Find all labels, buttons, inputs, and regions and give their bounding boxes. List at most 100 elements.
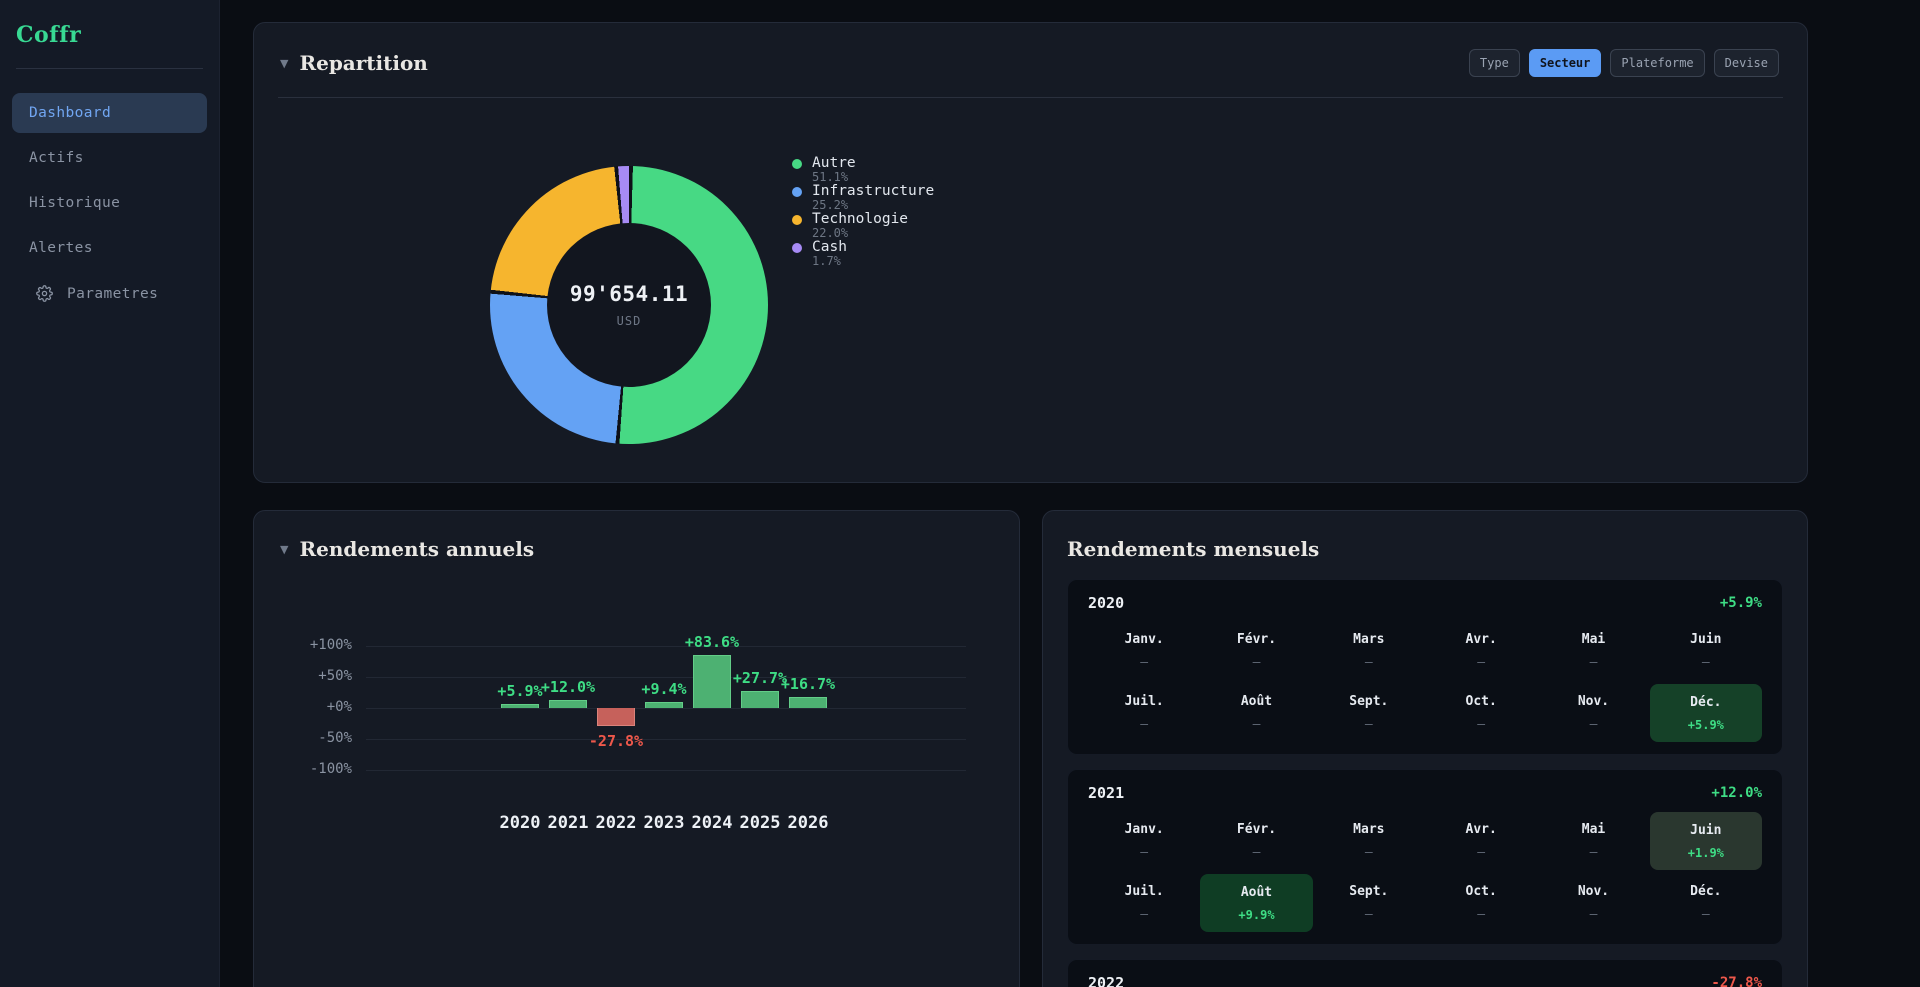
sidebar-item-parametres[interactable]: Parametres xyxy=(12,273,207,314)
filter-plateforme[interactable]: Plateforme xyxy=(1610,49,1705,77)
year-header: 2022 -27.8% xyxy=(1088,972,1762,987)
month-cell-dec: Déc. +5.9% xyxy=(1649,684,1762,742)
month-value: – xyxy=(1589,655,1598,670)
month-value: – xyxy=(1364,845,1373,860)
month-cell-mars: Mars – xyxy=(1313,622,1425,680)
legend-pct: 25.2% xyxy=(812,198,849,212)
month-name: Févr. xyxy=(1236,822,1277,837)
month-name: Avr. xyxy=(1465,632,1497,647)
month-cell-juin: Juin +1.9% xyxy=(1649,812,1762,870)
month-name: Août xyxy=(1240,694,1273,709)
bar-value-label: +9.4% xyxy=(641,680,687,699)
donut-legend: Autre 51.1% Infrastructure 25.2% Technologie… xyxy=(792,156,934,268)
month-grid: Janv. – Févr. – Mars – Avr. – Mai – Juin +1.9% Juil.… xyxy=(1088,812,1762,932)
gridline xyxy=(366,708,966,709)
month-value: +9.9% xyxy=(1238,907,1275,922)
month-value: – xyxy=(1701,655,1710,670)
legend-dot xyxy=(792,214,802,225)
month-name: Mars xyxy=(1353,822,1385,837)
year-label: 2021 xyxy=(1088,784,1125,802)
year-header: 2020 +5.9% xyxy=(1088,592,1762,614)
month-name: Déc. xyxy=(1690,884,1722,899)
filter-type[interactable]: Type xyxy=(1468,49,1520,77)
month-value: – xyxy=(1252,845,1261,860)
x-tick-label: 2022 xyxy=(595,813,637,833)
year-label: 2020 xyxy=(1088,594,1125,612)
month-value: – xyxy=(1364,655,1373,670)
month-value: – xyxy=(1589,845,1598,860)
month-value: – xyxy=(1140,717,1149,732)
month-cell-mars: Mars – xyxy=(1313,812,1425,870)
x-tick-label: 2026 xyxy=(787,813,829,833)
month-value: +1.9% xyxy=(1687,845,1724,860)
month-cell-oct: Oct. – xyxy=(1425,874,1537,932)
x-tick-label: 2021 xyxy=(547,813,589,833)
legend-item-autre: Autre 51.1% xyxy=(792,156,934,183)
y-tick-label: +100% xyxy=(309,637,352,653)
sidebar-item-dashboard[interactable]: Dashboard xyxy=(12,93,207,133)
bar-2022 xyxy=(597,708,635,726)
filter-devise[interactable]: Devise xyxy=(1713,49,1779,77)
repartition-card: ▼ Repartition Type Secteur Plateforme Devis… xyxy=(253,22,1808,483)
month-value: – xyxy=(1589,717,1598,732)
legend-dot xyxy=(792,158,802,169)
month-value: +5.9% xyxy=(1687,717,1724,732)
bar-value-label: +16.7% xyxy=(780,675,836,694)
gridline xyxy=(366,770,966,771)
legend-item-infrastructure: Infrastructure 25.2% xyxy=(792,184,934,211)
y-tick-label: +50% xyxy=(318,668,352,684)
month-name: Déc. xyxy=(1690,694,1722,710)
gridline xyxy=(366,677,966,678)
y-tick-label: +0% xyxy=(326,699,352,715)
month-name: Juil. xyxy=(1124,694,1164,709)
sidebar-item-alertes[interactable]: Alertes xyxy=(29,240,93,256)
sidebar: Coffr Dashboard Actifs Historique Alertes P… xyxy=(0,0,220,987)
month-value: – xyxy=(1252,655,1261,670)
portfolio-currency: USD xyxy=(616,314,642,328)
app-logo: Coffr xyxy=(16,22,82,48)
year-panel-2021: 2021 +12.0% Janv. – Févr. – Mars – Avr. – Mai – Juin… xyxy=(1067,769,1783,945)
repartition-title-row: ▼ Repartition xyxy=(280,51,428,75)
monthly-years: 2020 +5.9% Janv. – Févr. – Mars – Avr. – Mai – Juin –… xyxy=(1067,579,1783,987)
month-cell-juil: Juil. – xyxy=(1088,874,1200,932)
month-name: Nov. xyxy=(1577,694,1610,709)
year-total: +5.9% xyxy=(1719,595,1762,611)
legend-label: Infrastructure xyxy=(812,183,935,199)
collapse-icon[interactable]: ▼ xyxy=(280,542,289,556)
annual-title: Rendements annuels xyxy=(299,537,535,561)
month-cell-sept: Sept. – xyxy=(1313,874,1425,932)
bar-2020 xyxy=(501,704,539,708)
filter-secteur[interactable]: Secteur xyxy=(1528,49,1602,77)
donut-chart: 99'654.11 USD xyxy=(490,166,768,444)
bar-2025 xyxy=(741,690,779,708)
month-value: – xyxy=(1477,717,1486,732)
month-value: – xyxy=(1477,907,1486,922)
legend-label: Autre xyxy=(812,155,856,171)
month-name: Janv. xyxy=(1124,632,1164,647)
month-name: Sept. xyxy=(1349,694,1389,709)
bar-value-label: +12.0% xyxy=(540,678,596,697)
month-cell-avr: Avr. – xyxy=(1425,812,1537,870)
month-value: – xyxy=(1140,655,1149,670)
month-cell-dec: Déc. – xyxy=(1650,874,1762,932)
month-name: Juin xyxy=(1690,822,1722,838)
bar-2026 xyxy=(789,697,827,708)
bar-value-label: +83.6% xyxy=(684,633,740,652)
month-name: Févr. xyxy=(1236,632,1277,647)
month-cell-mai: Mai – xyxy=(1537,622,1649,680)
x-tick-label: 2020 xyxy=(499,813,541,833)
sidebar-item-historique[interactable]: Historique xyxy=(29,195,121,211)
year-panel-2020: 2020 +5.9% Janv. – Févr. – Mars – Avr. – Mai – Juin –… xyxy=(1067,579,1783,755)
y-tick-label: -100% xyxy=(309,761,352,777)
x-tick-label: 2024 xyxy=(691,813,733,833)
month-name: Mai xyxy=(1581,632,1606,647)
month-value: – xyxy=(1589,907,1598,922)
legend-row: Technologie xyxy=(792,212,934,227)
month-cell-fevr: Févr. – xyxy=(1200,622,1312,680)
settings-label: Parametres xyxy=(67,285,159,302)
bar-2021 xyxy=(549,700,587,708)
sidebar-item-actifs[interactable]: Actifs xyxy=(29,150,84,166)
month-cell-janv: Janv. – xyxy=(1088,622,1200,680)
collapse-icon[interactable]: ▼ xyxy=(280,56,289,70)
legend-label: Technologie xyxy=(812,211,909,227)
